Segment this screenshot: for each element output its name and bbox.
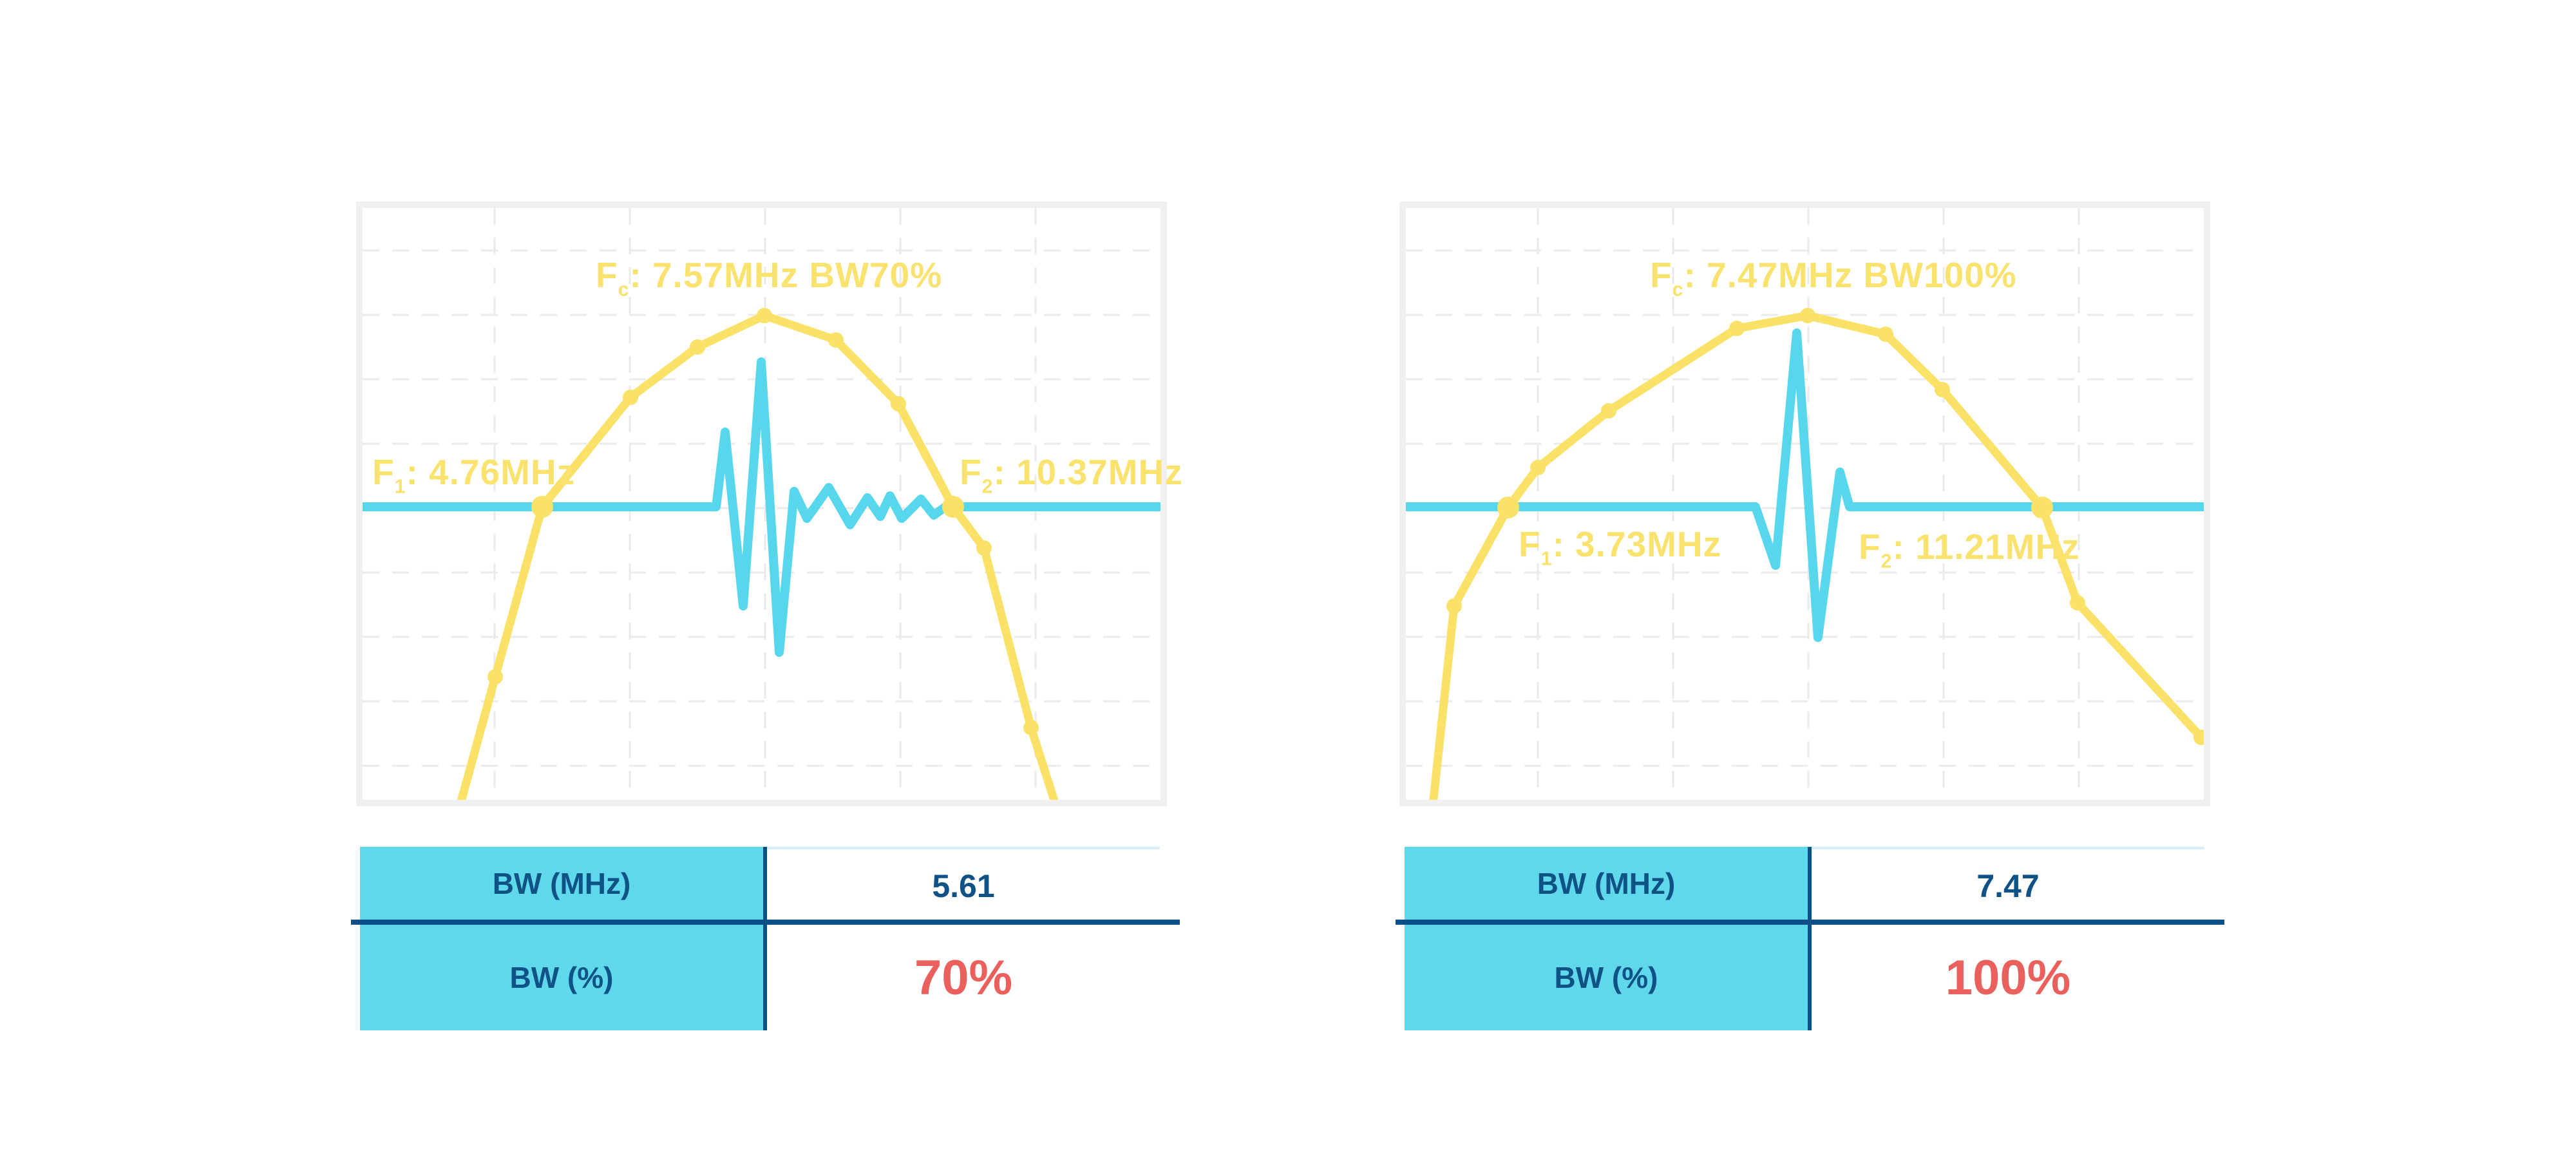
- f2-symbol: F: [960, 452, 982, 492]
- bw-pct-label-cell: BW (%): [1405, 925, 1808, 1030]
- fc-text: : 7.57MHz BW70%: [629, 255, 943, 295]
- f2-subscript: 2: [981, 476, 994, 498]
- fc-annotation-right: Fc: 7.47MHz BW100%: [1650, 258, 2017, 300]
- bw-pct-value-cell: 70%: [767, 925, 1160, 1030]
- bw-mhz-label-cell: BW (MHz): [360, 847, 763, 920]
- f1-subscript: 1: [394, 476, 406, 498]
- bw-pct-label-cell: BW (%): [360, 925, 763, 1030]
- f1-annotation-right: F1: 3.73MHz: [1519, 527, 1721, 569]
- f1-text: : 3.73MHz: [1552, 524, 1722, 564]
- f1-symbol: F: [1519, 524, 1541, 564]
- f1-text: : 4.76MHz: [406, 452, 576, 492]
- f2-annotation-left: F2: 10.37MHz: [960, 455, 1183, 497]
- f2-text: : 11.21MHz: [1892, 527, 2080, 567]
- fc-annotation-left: Fc: 7.57MHz BW70%: [596, 258, 942, 300]
- fc-subscript: c: [1672, 279, 1684, 301]
- fc-symbol: F: [1650, 255, 1672, 295]
- f1-symbol: F: [372, 452, 395, 492]
- f1-annotation-left: F1: 4.76MHz: [372, 455, 575, 497]
- bw-pct-value-cell: 100%: [1812, 925, 2204, 1030]
- f2-symbol: F: [1859, 527, 1881, 567]
- f1-subscript: 1: [1540, 548, 1553, 570]
- fc-subscript: c: [618, 279, 630, 301]
- bw-mhz-label-cell: BW (MHz): [1405, 847, 1808, 920]
- f2-annotation-right: F2: 11.21MHz: [1859, 529, 2080, 572]
- bw-mhz-value-cell: 7.47: [1812, 847, 2204, 922]
- bw-mhz-value-cell: 5.61: [767, 847, 1160, 922]
- table-column-divider: [1808, 847, 1812, 1030]
- f2-text: : 10.37MHz: [993, 452, 1183, 492]
- fc-symbol: F: [596, 255, 618, 295]
- f2-subscript: 2: [1880, 551, 1893, 572]
- fc-text: : 7.47MHz BW100%: [1683, 255, 2017, 295]
- table-column-divider: [763, 847, 767, 1030]
